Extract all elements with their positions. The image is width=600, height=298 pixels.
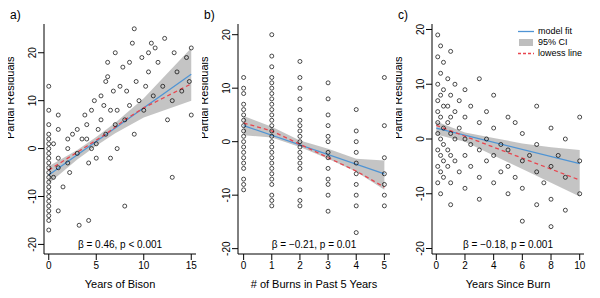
html-text:β = −0.21, p = 0.01: β = −0.21, p = 0.01 <box>271 239 357 250</box>
svg-text:4: 4 <box>353 260 359 271</box>
svg-text:Years Since Burn: Years Since Burn <box>466 278 551 290</box>
html-text:β = 0.46, p < 0.001: β = 0.46, p < 0.001 <box>77 239 163 250</box>
svg-text:2: 2 <box>297 260 303 271</box>
html-text:c): c) <box>398 8 408 22</box>
svg-text:0: 0 <box>415 136 426 142</box>
svg-text:0: 0 <box>434 260 440 271</box>
svg-text:# of Burns in Past 5 Years: # of Burns in Past 5 Years <box>251 278 378 290</box>
svg-text:20: 20 <box>221 29 232 41</box>
html-text:95% CI: 95% CI <box>538 37 568 47</box>
svg-text:Partial Residuals: Partial Residuals <box>396 56 404 139</box>
svg-text:0: 0 <box>46 260 52 271</box>
svg-text:10: 10 <box>27 95 38 107</box>
svg-text:0: 0 <box>221 138 232 144</box>
svg-text:4: 4 <box>491 260 497 271</box>
svg-text:-10: -10 <box>415 186 426 201</box>
svg-text:10: 10 <box>138 260 150 271</box>
svg-text:1: 1 <box>269 260 275 271</box>
svg-text:2: 2 <box>462 260 468 271</box>
svg-text:-20: -20 <box>415 241 426 256</box>
svg-text:-20: -20 <box>221 241 232 256</box>
svg-text:10: 10 <box>574 260 586 271</box>
svg-text:0: 0 <box>27 145 38 151</box>
html-text:β = −0.18, p = 0.001: β = −0.18, p = 0.001 <box>463 239 553 250</box>
svg-text:8: 8 <box>548 260 554 271</box>
svg-text:10: 10 <box>415 78 426 90</box>
svg-text:20: 20 <box>415 23 426 35</box>
svg-text:20: 20 <box>27 47 38 59</box>
svg-text:Partial Residuals: Partial Residuals <box>202 56 210 139</box>
svg-text:6: 6 <box>520 260 526 271</box>
svg-text:15: 15 <box>186 260 198 271</box>
svg-text:5: 5 <box>93 260 99 271</box>
svg-text:-10: -10 <box>27 189 38 204</box>
svg-text:3: 3 <box>325 260 331 271</box>
svg-text:-20: -20 <box>27 237 38 252</box>
html-text:a): a) <box>10 8 21 22</box>
html-text:lowess line: lowess line <box>538 48 582 58</box>
svg-text:0: 0 <box>241 260 247 271</box>
html-text:model fit: model fit <box>538 26 572 36</box>
svg-text:Partial Residuals: Partial Residuals <box>8 56 16 139</box>
svg-text:5: 5 <box>382 260 388 271</box>
svg-text:Years of Bison: Years of Bison <box>85 278 156 290</box>
html-text:b): b) <box>204 8 215 22</box>
svg-text:10: 10 <box>221 82 232 94</box>
svg-text:-10: -10 <box>221 187 232 202</box>
